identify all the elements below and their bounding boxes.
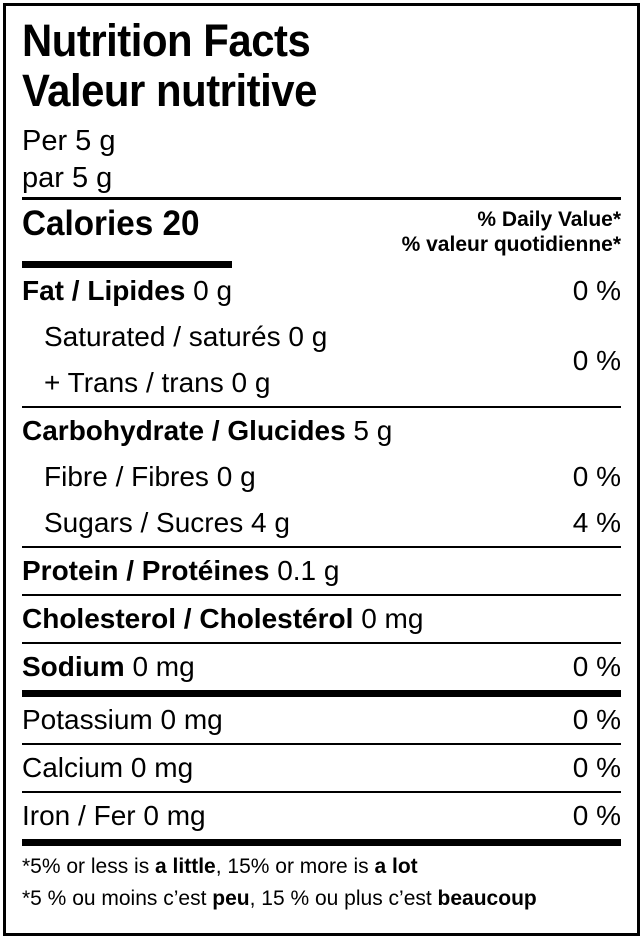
divider-above-iron (22, 791, 621, 793)
nutrient-label-fibre: Fibre / Fibres 0 g (22, 460, 561, 493)
daily-value-header: % Daily Value* % valeur quotidienne* (402, 203, 621, 257)
footnote-en-bold-a-lot: a lot (374, 855, 418, 878)
nutrient-dv-sodium: 0 % (572, 651, 621, 682)
footnote-french: *5 % ou moins c’est peu, 15 % ou plus c’… (22, 884, 621, 916)
nutrient-dv-fat-group: 0 % (572, 344, 621, 376)
daily-value-header-english: % Daily Value* (477, 208, 621, 231)
nutrient-name-iron: Iron / Fer (22, 800, 136, 831)
nutrient-name-fat: Fat / Lipides (22, 275, 186, 306)
divider-above-calories (22, 197, 621, 200)
footnote-fr-text2: , 15 % ou plus c’est (249, 887, 438, 910)
nutrient-name-carbohydrate: Carbohydrate / Glucides (22, 415, 346, 446)
nutrient-row-carbohydrate: Carbohydrate / Glucides 5 g (22, 408, 621, 454)
divider-above-sodium (22, 642, 621, 644)
label-panel: Nutrition Facts Valeur nutritive Per 5 g… (3, 3, 640, 936)
nutrient-label-sodium: Sodium 0 mg (22, 650, 561, 683)
nutrient-name-trans: + Trans / trans (44, 367, 224, 398)
nutrient-row-cholesterol: Cholesterol / Cholestérol 0 mg (22, 596, 621, 642)
label-title-english: Nutrition Facts (22, 15, 311, 66)
nutrient-row-fibre: Fibre / Fibres 0 g 0 % (22, 454, 621, 500)
footnote-block: *5% or less is a little, 15% or more is … (22, 846, 621, 916)
nutrient-name-calcium: Calcium (22, 752, 124, 783)
divider-above-protein (22, 546, 621, 548)
serving-size-english: Per 5 g (22, 125, 116, 157)
footnote-fr-text1: *5 % ou moins c’est (22, 887, 213, 910)
nutrient-amount-saturated: 0 g (288, 321, 328, 352)
footnote-en-bold-a-little: a little (155, 855, 216, 878)
nutrient-amount-potassium: 0 mg (160, 704, 223, 735)
nutrient-row-sodium: Sodium 0 mg 0 % (22, 644, 621, 690)
nutrient-name-potassium: Potassium (22, 704, 153, 735)
nutrient-name-cholesterol: Cholesterol / Cholestérol (22, 603, 354, 634)
footnote-en-text1: *5% or less is (22, 855, 156, 878)
nutrient-name-sugars: Sugars / Sucres (44, 507, 244, 538)
nutrient-row-iron: Iron / Fer 0 mg 0 % (22, 793, 621, 839)
nutrient-label-protein: Protein / Protéines 0.1 g (22, 554, 609, 587)
nutrient-amount-fat: 0 g (193, 275, 233, 306)
nutrient-row-saturated: Saturated / saturés 0 g (22, 314, 561, 360)
nutrient-row-fat: Fat / Lipides 0 g 0 % (22, 268, 621, 314)
nutrient-label-calcium: Calcium 0 mg (22, 751, 561, 784)
nutrient-label-iron: Iron / Fer 0 mg (22, 799, 561, 832)
nutrient-amount-sugars: 4 g (250, 507, 290, 538)
nutrient-dv-sugars: 4 % (572, 507, 621, 538)
serving-size-french: par 5 g (22, 162, 113, 194)
nutrient-name-sodium: Sodium (22, 651, 125, 682)
divider-above-cholesterol (22, 594, 621, 596)
nutrient-dv-calcium: 0 % (572, 752, 621, 783)
footnote-english: *5% or less is a little, 15% or more is … (22, 852, 621, 884)
fat-subrows-group: Saturated / saturés 0 g + Trans / trans … (22, 314, 621, 406)
nutrient-amount-calcium: 0 mg (130, 752, 194, 783)
label-title-french: Valeur nutritive (22, 65, 317, 116)
nutrient-row-potassium: Potassium 0 mg 0 % (22, 697, 621, 743)
nutrient-label-cholesterol: Cholesterol / Cholestérol 0 mg (22, 602, 609, 635)
divider-above-calcium (22, 743, 621, 745)
nutrient-label-sugars: Sugars / Sucres 4 g (22, 506, 561, 539)
nutrient-name-protein: Protein / Protéines (22, 555, 270, 586)
nutrient-label-fat: Fat / Lipides 0 g (22, 274, 561, 307)
nutrient-amount-sodium: 0 mg (132, 651, 195, 682)
nutrient-amount-cholesterol: 0 mg (361, 603, 424, 634)
nutrient-amount-protein: 0.1 g (277, 555, 340, 586)
nutrient-dv-fat: 0 % (572, 275, 621, 306)
nutrient-row-trans: + Trans / trans 0 g (22, 360, 561, 406)
fat-subrow-labels: Saturated / saturés 0 g + Trans / trans … (22, 314, 561, 406)
footnote-en-text2: , 15% or more is (215, 855, 375, 878)
nutrient-amount-iron: 0 mg (143, 800, 206, 831)
divider-thick-micronutrients (22, 690, 621, 697)
daily-value-header-french: % valeur quotidienne* (401, 233, 621, 256)
footnote-fr-bold-peu: peu (212, 887, 250, 910)
nutrient-dv-fibre: 0 % (572, 461, 621, 492)
divider-above-carbohydrate (22, 406, 621, 408)
nutrient-row-calcium: Calcium 0 mg 0 % (22, 745, 621, 791)
calories-block: Calories 20 % Daily Value* % valeur quot… (22, 200, 621, 257)
footnote-fr-bold-beaucoup: beaucoup (437, 887, 537, 910)
divider-thick-footnote (22, 839, 621, 846)
nutrient-label-carbohydrate: Carbohydrate / Glucides 5 g (22, 414, 609, 447)
nutrient-label-potassium: Potassium 0 mg (22, 703, 561, 736)
nutrient-dv-potassium: 0 % (572, 704, 621, 735)
nutrient-amount-trans: 0 g (231, 367, 271, 398)
nutrient-row-sugars: Sugars / Sucres 4 g 4 % (22, 500, 621, 546)
bottom-spacer (22, 916, 621, 933)
nutrient-name-saturated: Saturated / saturés (44, 321, 281, 352)
nutrient-dv-iron: 0 % (572, 800, 621, 831)
calories-value: Calories 20 (22, 204, 200, 243)
nutrient-amount-carbohydrate: 5 g (353, 415, 393, 446)
nutrient-amount-fibre: 0 g (216, 461, 256, 492)
nutrient-name-fibre: Fibre / Fibres (44, 461, 209, 492)
nutrient-row-protein: Protein / Protéines 0.1 g (22, 548, 621, 594)
calories-underline-bar (22, 261, 232, 268)
